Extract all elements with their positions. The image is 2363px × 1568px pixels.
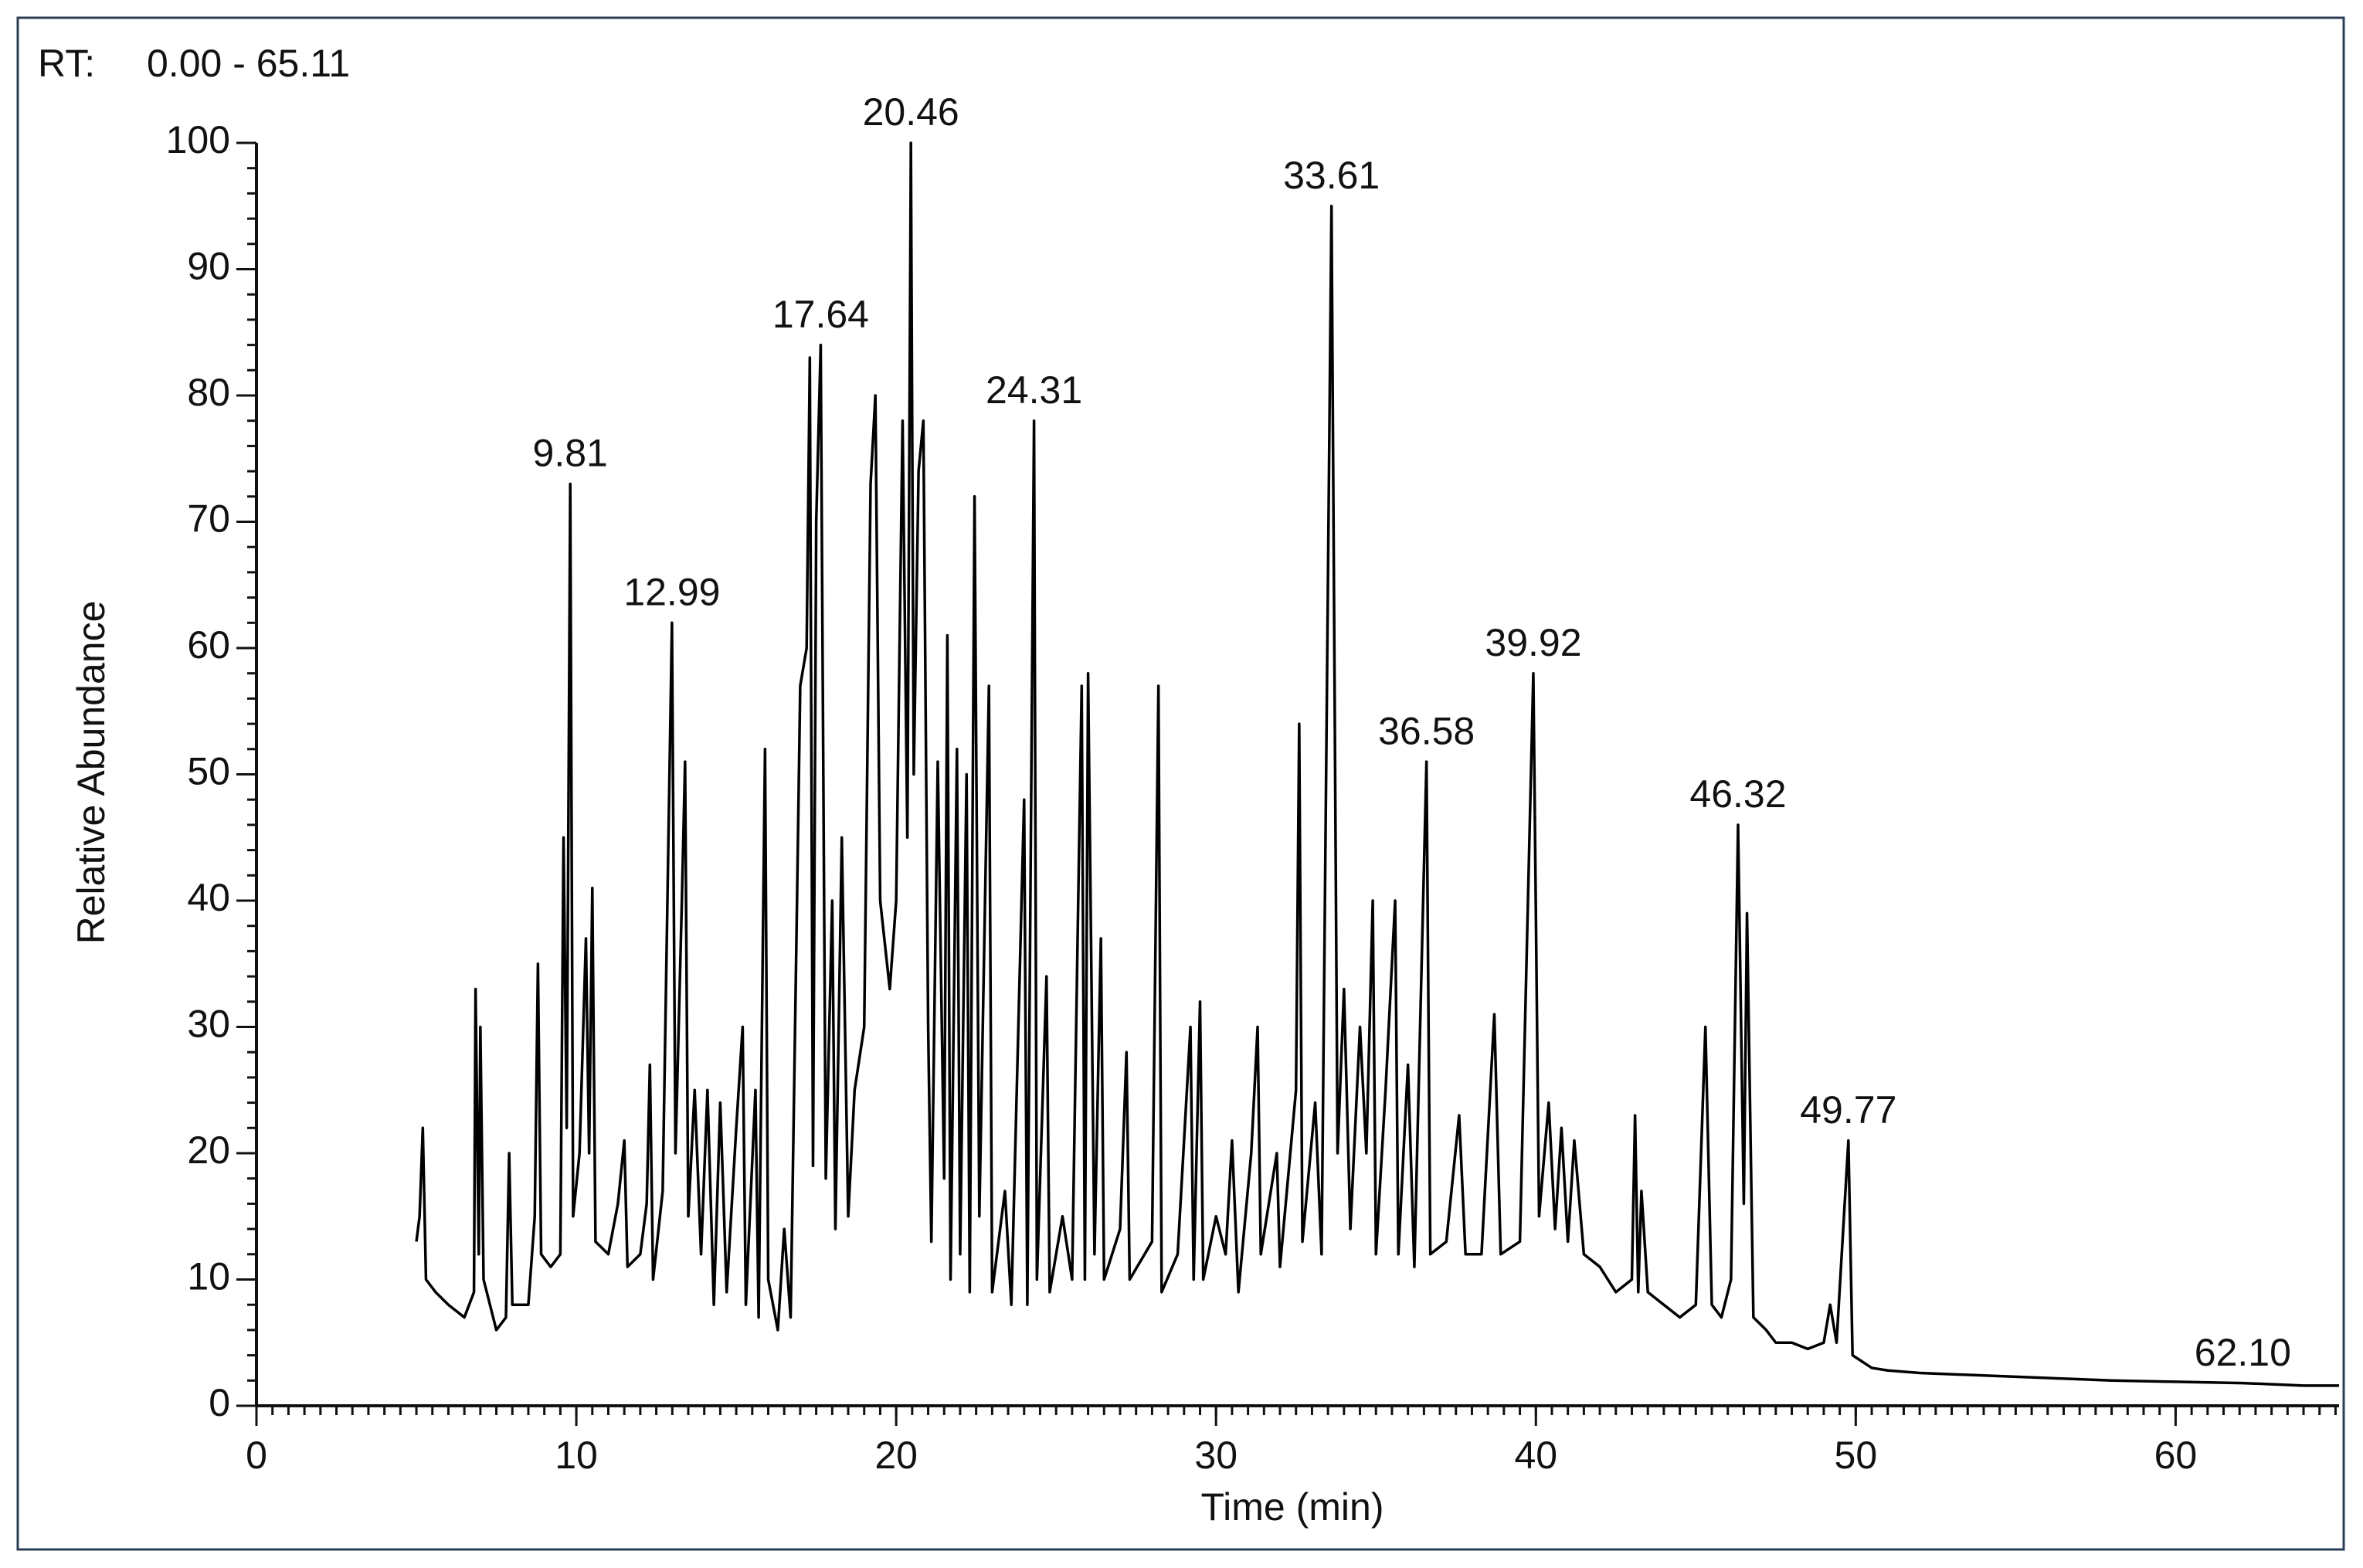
x-tick-label: 20 [874, 1434, 918, 1477]
trace [415, 141, 2339, 1387]
peak-label: 17.64 [772, 293, 869, 336]
x-tick-label: 30 [1194, 1434, 1238, 1477]
peak-label: 9.81 [533, 432, 608, 475]
peak-label: 24.31 [986, 368, 1082, 412]
y-tick-label: 70 [187, 497, 230, 541]
peak-label: 39.92 [1485, 621, 1581, 664]
peak-label: 62.10 [2195, 1331, 2291, 1374]
peak-label: 46.32 [1689, 772, 1786, 816]
y-tick-label: 60 [187, 623, 230, 667]
y-tick-label: 40 [187, 876, 230, 919]
x-axis-title: Time (min) [1200, 1485, 1384, 1529]
y-tick-label: 100 [166, 118, 230, 161]
peak-label: 12.99 [623, 571, 720, 614]
y-tick-label: 10 [187, 1255, 230, 1298]
y-tick-label: 50 [187, 750, 230, 793]
x-tick-label: 50 [1835, 1434, 1878, 1477]
peak-label: 36.58 [1378, 709, 1475, 752]
x-tick-label: 60 [2154, 1434, 2198, 1477]
y-tick-label: 0 [209, 1381, 230, 1424]
y-axis-title: Relative Abundance [70, 601, 113, 945]
x-tick-label: 40 [1514, 1434, 1557, 1477]
x-tick-label: 0 [246, 1434, 267, 1477]
x-tick-label: 10 [555, 1434, 598, 1477]
y-tick-label: 90 [187, 245, 230, 288]
y-tick-label: 20 [187, 1128, 230, 1172]
rt-range: 0.00 - 65.11 [147, 42, 350, 85]
frame [16, 16, 2345, 1551]
peak-label: 49.77 [1800, 1088, 1896, 1132]
peak-label: 20.46 [863, 90, 959, 134]
y-tick-label: 30 [187, 1003, 230, 1046]
rt-label: RT: [38, 42, 95, 85]
y-tick-label: 80 [187, 371, 230, 414]
peak-label: 33.61 [1283, 154, 1380, 197]
